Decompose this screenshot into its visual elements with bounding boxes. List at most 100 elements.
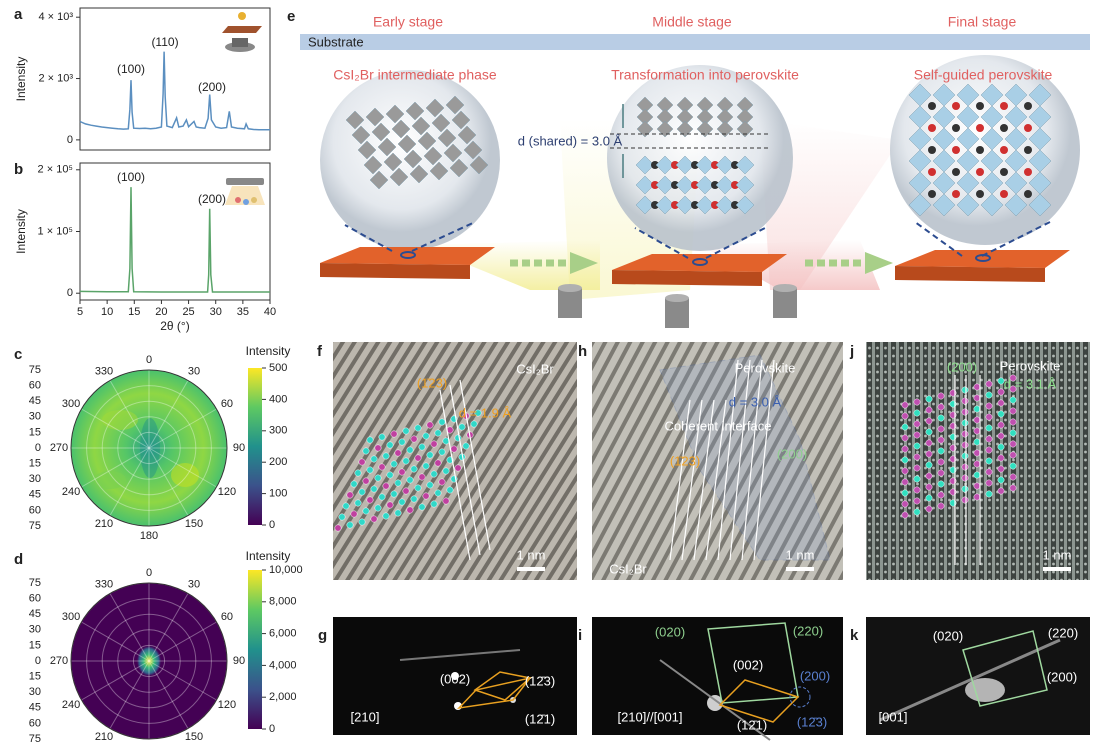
atom	[426, 421, 434, 429]
atom	[362, 507, 370, 515]
cation	[651, 181, 659, 189]
micrograph-label: CsI₂Br	[516, 361, 554, 376]
stage-title: Early stage	[373, 14, 443, 30]
atom	[937, 480, 945, 488]
atom	[410, 465, 418, 473]
octahedron	[369, 170, 389, 190]
cation	[976, 190, 984, 198]
atom	[382, 452, 390, 460]
atom	[350, 480, 358, 488]
atom	[937, 458, 945, 466]
atom	[354, 499, 362, 507]
lattice-line	[741, 359, 763, 561]
atom	[418, 473, 426, 481]
r-tick-label: 60	[29, 380, 41, 392]
cation	[691, 181, 699, 189]
theta-tick-label: 210	[95, 731, 113, 743]
cation	[671, 161, 679, 169]
annotation: (200)	[198, 192, 226, 206]
y-tick-label: 2 × 10³	[38, 72, 73, 84]
octahedron	[695, 155, 715, 175]
r-tick-label: 30	[29, 686, 41, 698]
atom	[961, 452, 969, 460]
substrate-label: Substrate	[308, 34, 364, 49]
cation	[952, 102, 960, 110]
phase-label: Self-guided perovskite	[914, 67, 1053, 83]
cation	[928, 190, 936, 198]
x-axis-label: 2θ (°)	[160, 319, 189, 333]
lattice-line	[705, 399, 727, 561]
atom	[961, 419, 969, 427]
atom	[390, 460, 398, 468]
lattice-line	[449, 384, 481, 556]
lattice-line	[693, 399, 715, 561]
atom	[985, 479, 993, 487]
fft-label: (002)	[440, 671, 470, 686]
octahedron	[357, 140, 377, 160]
cation	[731, 181, 739, 189]
theta-tick-label: 30	[188, 366, 200, 378]
atom	[997, 432, 1005, 440]
atom	[997, 399, 1005, 407]
atom	[362, 477, 370, 485]
octahedron	[735, 155, 755, 175]
theta-tick-label: 240	[62, 486, 80, 498]
r-tick-label: 30	[29, 411, 41, 423]
y-tick-label: 4 × 10³	[38, 11, 73, 23]
atom	[925, 439, 933, 447]
atom	[937, 403, 945, 411]
micrograph-label: Perovskite	[1000, 358, 1061, 373]
grid-circle	[101, 400, 197, 496]
atom	[973, 416, 981, 424]
atom	[446, 486, 454, 494]
micrograph-label: Coherent interface	[665, 418, 772, 433]
octahedron	[383, 152, 403, 172]
grid-spoke	[148, 447, 189, 516]
lattice-overlay	[334, 409, 482, 532]
atom	[913, 442, 921, 450]
atom	[961, 408, 969, 416]
lattice-line	[717, 359, 739, 561]
x-tick-label: 40	[264, 306, 276, 318]
micrograph-label: 1 nm	[517, 547, 546, 562]
octahedron	[655, 155, 675, 175]
x-tick-label: 10	[101, 306, 113, 318]
atom	[358, 488, 366, 496]
atom	[973, 427, 981, 435]
fft-label: [210]//[001]	[617, 709, 682, 724]
fft-label: (200)	[1047, 669, 1077, 684]
micrograph-f	[333, 342, 577, 580]
theta-tick-label: 150	[185, 518, 203, 530]
atom	[358, 518, 366, 526]
atom	[985, 457, 993, 465]
atom	[961, 496, 969, 504]
atom	[901, 412, 909, 420]
micrograph-label: (1̄23)	[670, 453, 700, 468]
theta-tick-label: 60	[221, 398, 233, 410]
cation	[691, 201, 699, 209]
atom	[973, 493, 981, 501]
atom	[434, 489, 442, 497]
octahedron	[932, 193, 956, 217]
cation	[731, 201, 739, 209]
fft-label: (12̄1)	[737, 717, 767, 732]
octahedron	[351, 125, 371, 145]
octahedron	[676, 120, 694, 138]
octahedron	[715, 155, 735, 175]
theta-tick-label: 270	[50, 442, 68, 454]
atom	[430, 470, 438, 478]
octahedron	[363, 155, 383, 175]
fft-label: (12̄3)	[525, 673, 555, 688]
r-tick-label: 45	[29, 489, 41, 501]
octahedron	[715, 195, 735, 215]
panel-label: b	[14, 161, 23, 178]
atom	[422, 432, 430, 440]
atom	[442, 497, 450, 505]
fft-label: [210]	[351, 709, 380, 724]
atom	[474, 409, 482, 417]
atom	[462, 442, 470, 450]
atom	[997, 388, 1005, 396]
spin-coater-icon	[222, 12, 262, 52]
film-side	[612, 270, 762, 286]
panel-label: g	[318, 627, 327, 644]
